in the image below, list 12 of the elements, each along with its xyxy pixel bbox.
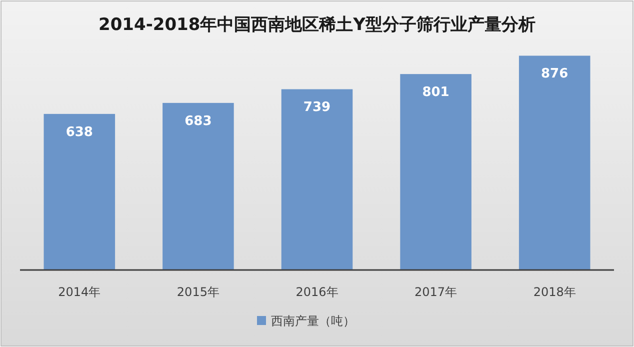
x-tick-label: 2016年: [296, 285, 338, 299]
data-label: 801: [422, 85, 450, 100]
legend-label: 西南产量（吨）: [271, 314, 355, 328]
x-tick-label: 2017年: [414, 285, 458, 299]
data-label: 876: [541, 66, 568, 82]
x-tick-label: 2014年: [58, 285, 101, 299]
x-tick-label: 2015年: [176, 285, 220, 299]
data-label: 683: [184, 114, 212, 129]
data-label: 739: [303, 100, 331, 116]
chart-title: 2014-2018年中国西南地区稀土Y型分子筛行业产量分析: [98, 15, 536, 35]
data-label: 638: [66, 124, 93, 140]
x-tick-label: 2018年: [533, 285, 576, 299]
